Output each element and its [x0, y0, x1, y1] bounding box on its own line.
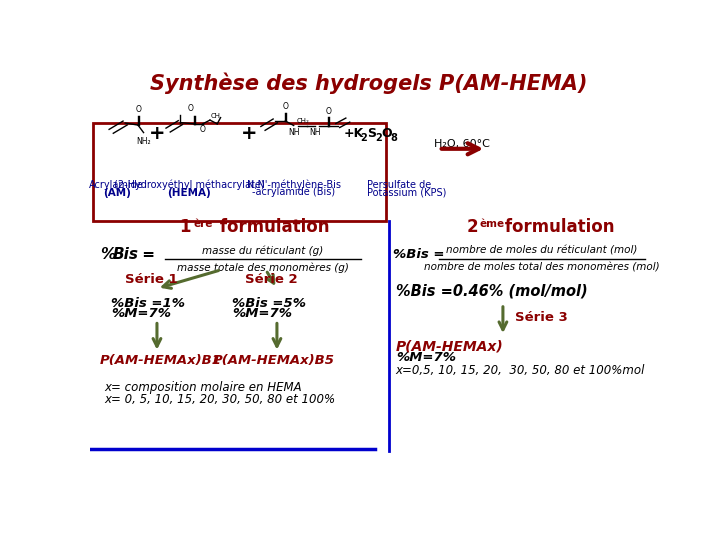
Text: ème: ème [480, 219, 505, 230]
Text: %Bis =5%: %Bis =5% [233, 296, 306, 309]
Text: %M=7%: %M=7% [233, 307, 292, 320]
Text: Bis: Bis [112, 247, 138, 262]
Text: 1: 1 [179, 218, 190, 237]
Text: ère: ère [193, 219, 212, 230]
Text: formulation: formulation [214, 218, 329, 237]
Text: 2: 2 [376, 133, 382, 144]
Text: O: O [187, 104, 194, 113]
Text: (AM): (AM) [103, 188, 131, 198]
Text: 8: 8 [391, 133, 397, 144]
Text: Synthèse des hydrogels P(AM-HEMA): Synthèse des hydrogels P(AM-HEMA) [150, 73, 588, 94]
Text: O: O [283, 103, 289, 111]
Text: 2: 2 [361, 133, 367, 144]
Text: 2: 2 [466, 218, 478, 237]
Text: %M=7%: %M=7% [111, 307, 171, 320]
Text: Persulfate de: Persulfate de [367, 180, 431, 190]
Text: (2-Hydroxyéthyl méthacrylate): (2-Hydroxyéthyl méthacrylate) [114, 179, 265, 190]
Text: O: O [325, 106, 331, 116]
Text: P(AM-HEMAx)B1: P(AM-HEMAx)B1 [100, 354, 222, 367]
Text: NH₂: NH₂ [136, 137, 151, 146]
Text: -acrylamide (Bis): -acrylamide (Bis) [252, 187, 336, 198]
Text: CH: CH [210, 113, 220, 119]
Text: nombre de moles total des monomères (mol): nombre de moles total des monomères (mol… [424, 262, 660, 272]
Text: +: + [240, 124, 257, 143]
Text: %Bis =0.46% (mol/mol): %Bis =0.46% (mol/mol) [396, 284, 588, 299]
Text: +K: +K [344, 127, 364, 140]
Text: Série 3: Série 3 [516, 310, 568, 323]
Text: x= composition molaire en HEMA: x= composition molaire en HEMA [104, 381, 302, 394]
Text: O: O [135, 105, 142, 114]
Text: P(AM-HEMAx)B5: P(AM-HEMAx)B5 [213, 354, 335, 367]
Text: H₂O, 60°C: H₂O, 60°C [434, 139, 490, 149]
Text: x= 0, 5, 10, 15, 20, 30, 50, 80 et 100%: x= 0, 5, 10, 15, 20, 30, 50, 80 et 100% [104, 393, 335, 406]
Text: %Bis =: %Bis = [393, 248, 444, 261]
Text: O: O [382, 127, 392, 140]
Text: %Bis =1%: %Bis =1% [111, 296, 185, 309]
Text: Série 1: Série 1 [125, 273, 177, 286]
Text: (HEMA): (HEMA) [168, 188, 211, 198]
Text: Série 2: Série 2 [245, 273, 298, 286]
Text: %M=7%: %M=7% [396, 351, 456, 364]
Text: %: % [100, 247, 115, 262]
Text: x=0,5, 10, 15, 20,  30, 50, 80 et 100%mol: x=0,5, 10, 15, 20, 30, 50, 80 et 100%mol [396, 364, 645, 377]
Text: masse totale des monomères (g): masse totale des monomères (g) [177, 262, 349, 273]
Text: formulation: formulation [499, 218, 614, 237]
Text: =: = [137, 247, 155, 262]
Text: masse du réticulant (g): masse du réticulant (g) [202, 245, 323, 256]
Text: +: + [149, 124, 165, 143]
Text: O: O [199, 125, 206, 134]
Text: S: S [367, 127, 377, 140]
Text: CH₂: CH₂ [296, 118, 309, 124]
Text: NH: NH [309, 127, 320, 137]
Text: N,N'-méthylène-Bis: N,N'-méthylène-Bis [247, 179, 341, 190]
Text: Potassium (KPS): Potassium (KPS) [367, 187, 446, 198]
Text: NH: NH [288, 127, 300, 137]
Text: Acrylamide: Acrylamide [89, 180, 144, 190]
Text: P(AM-HEMAx): P(AM-HEMAx) [396, 340, 503, 354]
Text: nombre de moles du réticulant (mol): nombre de moles du réticulant (mol) [446, 246, 638, 255]
